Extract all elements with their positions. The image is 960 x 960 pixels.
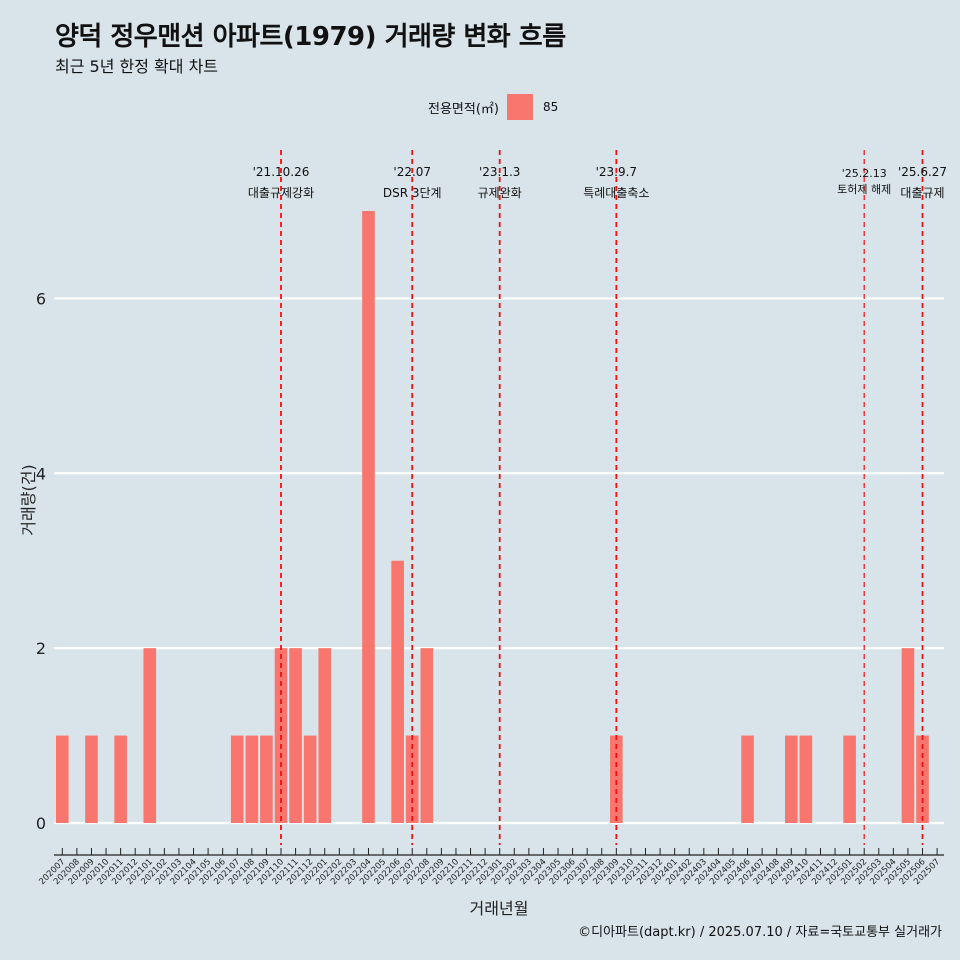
y-tick-label: 0 bbox=[36, 814, 46, 833]
event-label: DSR 3단계 bbox=[383, 186, 442, 200]
legend-title: 전용면적(㎡) bbox=[428, 101, 499, 117]
bar-202309 bbox=[610, 735, 623, 823]
y-tick-label: 2 bbox=[36, 639, 46, 658]
bar-202107 bbox=[230, 735, 244, 823]
bar-202208 bbox=[420, 648, 434, 823]
bar-202112 bbox=[303, 735, 317, 823]
bar-202505 bbox=[901, 648, 915, 823]
event-label: 대출규제강화 bbox=[248, 186, 314, 200]
event-date-label: '25.2.13 bbox=[842, 167, 887, 180]
chart-subtitle: 최근 5년 한정 확대 차트 bbox=[55, 57, 219, 76]
bar-202501 bbox=[843, 735, 856, 823]
chart-title: 양덕 정우맨션 아파트(1979) 거래량 변화 흐름 bbox=[55, 22, 566, 52]
bar-202111 bbox=[289, 648, 302, 823]
event-date-label: '22.07 bbox=[393, 165, 431, 179]
bar-202108 bbox=[245, 735, 259, 823]
bar-202207 bbox=[405, 735, 419, 823]
legend-swatch bbox=[506, 94, 533, 120]
event-date-label: '23.1.3 bbox=[479, 165, 520, 179]
bar-202410 bbox=[799, 735, 813, 823]
event-label: 특례대출축소 bbox=[583, 186, 649, 200]
event-label: 토허제 해제 bbox=[837, 182, 891, 196]
x-axis-title: 거래년월 bbox=[470, 899, 529, 918]
bar-202011 bbox=[114, 735, 127, 823]
event-date-label: '23.9.7 bbox=[596, 165, 637, 179]
y-tick-label: 6 bbox=[36, 289, 46, 308]
bar-202506 bbox=[916, 735, 929, 823]
y-axis-title: 거래량(건) bbox=[19, 464, 38, 535]
y-tick-label: 4 bbox=[36, 464, 46, 483]
bar-202409 bbox=[785, 735, 798, 823]
bar-202009 bbox=[85, 735, 98, 823]
event-date-label: '21.10.26 bbox=[253, 165, 310, 179]
bar-202007 bbox=[56, 735, 69, 823]
bar-202109 bbox=[260, 735, 273, 823]
bar-202204 bbox=[362, 210, 375, 824]
bar-202101 bbox=[143, 648, 157, 823]
event-label: 대출규제 bbox=[900, 186, 944, 200]
legend: 전용면적(㎡) 85 bbox=[428, 94, 558, 120]
legend-entry-label: 85 bbox=[542, 100, 559, 114]
source-caption: ©디아파트(dapt.kr) / 2025.07.10 / 자료=국토교통부 실… bbox=[578, 925, 942, 940]
bar-202201 bbox=[318, 648, 332, 823]
event-label: 규제완화 bbox=[478, 186, 522, 200]
event-date-label: '25.6.27 bbox=[898, 165, 947, 179]
bar-202206 bbox=[391, 560, 404, 823]
bar-202406 bbox=[741, 735, 754, 823]
